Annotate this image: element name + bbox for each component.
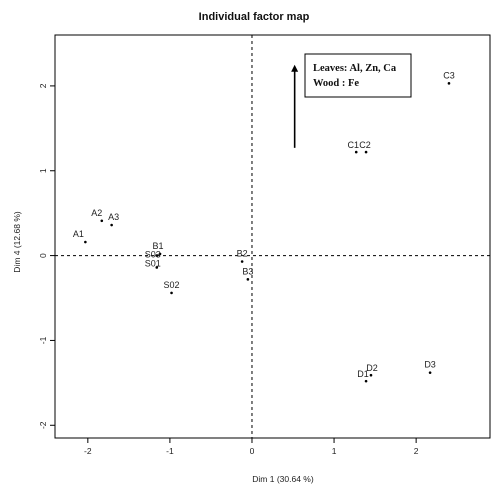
- point-label-b3: B3: [242, 266, 253, 276]
- chart-title: Individual factor map: [199, 11, 310, 23]
- y-tick-label: 2: [38, 83, 48, 88]
- x-tick-label: 1: [332, 446, 337, 456]
- point-a1: [84, 240, 87, 244]
- y-tick-label: 1: [38, 168, 48, 173]
- x-tick-label: 0: [250, 446, 255, 456]
- annotation-line-1: Leaves: Al, Zn, Ca: [313, 63, 397, 74]
- x-tick-label: -1: [166, 446, 174, 456]
- point-s03: [155, 254, 159, 257]
- point-b3: [246, 278, 250, 281]
- annotation-box: [304, 53, 412, 98]
- point-c3: [447, 82, 451, 85]
- point-c1: [354, 150, 358, 154]
- x-tick-label: -2: [84, 446, 92, 456]
- point-label-c2: C2: [359, 140, 371, 150]
- point-label-a3: A3: [108, 212, 119, 222]
- y-tick-label: -1: [38, 336, 48, 344]
- annotation: Leaves: Al, Zn, Ca Wood : Fe: [291, 53, 412, 148]
- point-s02: [170, 291, 173, 295]
- y-axis-ticks: -2 -1 0 1 2: [38, 83, 55, 429]
- point-c2: [364, 150, 368, 154]
- point-label-a2: A2: [91, 208, 102, 218]
- point-a2: [100, 219, 104, 223]
- point-d3: [428, 371, 432, 374]
- point-label-s01: S01: [145, 258, 161, 268]
- x-axis-label: Dim 1 (30.64 %): [252, 474, 314, 484]
- point-label-a1: A1: [73, 229, 84, 239]
- annotation-arrow-head: [291, 64, 299, 72]
- point-d2: [369, 373, 373, 377]
- point-label-d1: D1: [357, 369, 369, 379]
- point-label-c3: C3: [443, 70, 455, 80]
- point-label-s02: S02: [164, 280, 180, 290]
- y-tick-label: -2: [38, 421, 48, 429]
- point-b1: [158, 252, 162, 256]
- point-label-b1: B1: [153, 241, 164, 251]
- annotation-line-2: Wood : Fe: [313, 78, 359, 89]
- point-a3: [110, 223, 113, 227]
- point-label-c1: C1: [347, 140, 359, 150]
- y-tick-label: 0: [38, 253, 48, 258]
- point-label-b2: B2: [237, 249, 248, 259]
- point-s01: [155, 266, 159, 269]
- x-axis-ticks: -2 -1 0 1 2: [84, 438, 419, 456]
- x-tick-label: 2: [414, 446, 419, 456]
- reference-lines: [55, 35, 490, 438]
- y-axis-label: Dim 4 (12.68 %): [12, 211, 22, 273]
- point-b2: [240, 260, 244, 263]
- point-label-d3: D3: [424, 360, 436, 370]
- point-label-d2: D2: [366, 363, 378, 373]
- point-d1: [364, 379, 368, 383]
- plot-frame: [54, 34, 491, 439]
- point-label-s03: S03: [145, 250, 161, 260]
